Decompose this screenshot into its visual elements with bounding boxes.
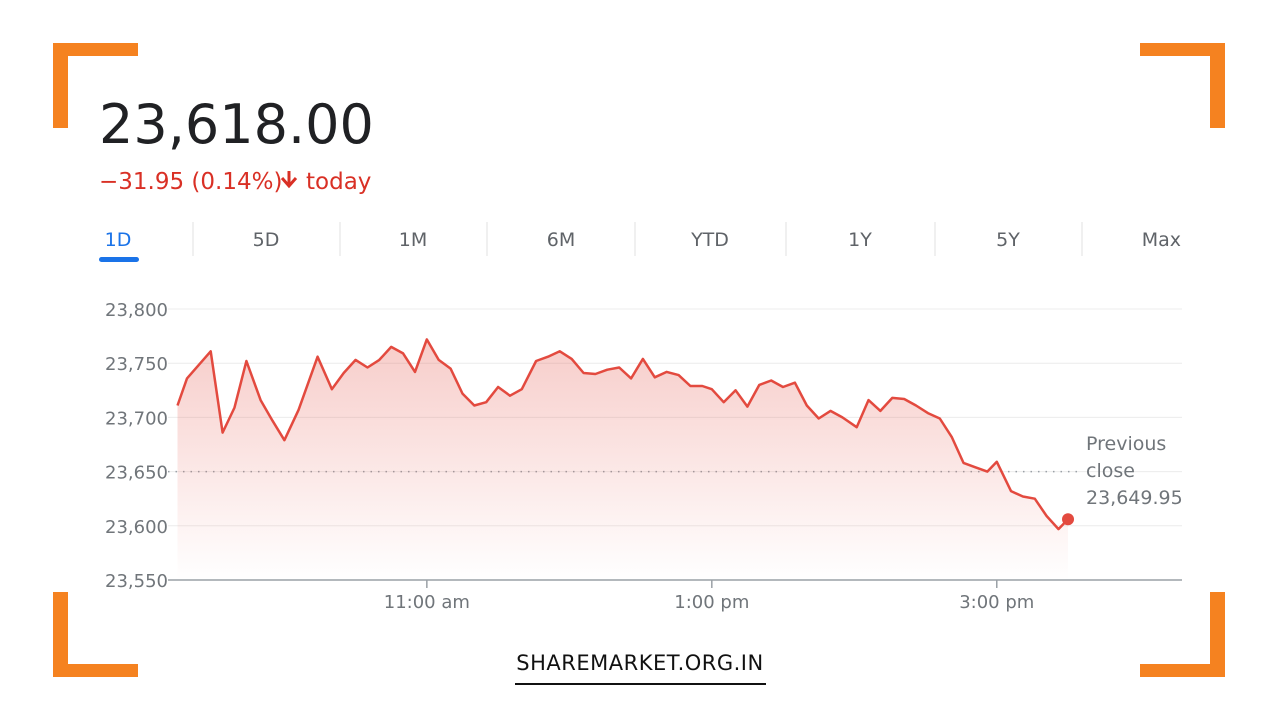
price: 23,618.00 — [99, 93, 374, 156]
down-arrow — [280, 171, 298, 189]
y-tick-label: 23,700 — [105, 408, 168, 429]
last-point — [1062, 513, 1075, 526]
x-tick-label: 1:00 pm — [674, 592, 749, 613]
tab[interactable]: Max — [1142, 229, 1181, 251]
tab[interactable]: 5D — [253, 229, 280, 251]
previous-close-value: 23,649.95 — [1086, 487, 1183, 509]
y-tick-label: 23,800 — [105, 300, 168, 321]
y-tick-label: 23,750 — [105, 354, 168, 375]
price-line — [176, 338, 1069, 531]
tab-indicator — [99, 257, 139, 262]
area-fill — [177, 339, 1069, 580]
change: −31.95 (0.14%) — [99, 169, 282, 195]
tab-bar: 1D 5D 1M 6M YTD 1Y 5Y Max — [99, 222, 1181, 262]
frame-corners — [53, 43, 1225, 677]
tab[interactable]: 1D — [105, 229, 132, 251]
change-period: today — [306, 169, 371, 195]
tab[interactable]: YTD — [690, 229, 729, 251]
tab[interactable]: 1Y — [848, 229, 872, 251]
y-tick-label: 23,550 — [105, 571, 168, 592]
tab[interactable]: 5Y — [996, 229, 1020, 251]
previous-close-label: Previous close — [1086, 433, 1167, 482]
x-tick-label: 3:00 pm — [959, 592, 1034, 613]
plot: 23,550 23,600 23,650 23,700 23,750 23,800 11:0… — [105, 300, 1182, 613]
y-tick-label: 23,650 — [105, 463, 168, 484]
tab[interactable]: 1M — [399, 229, 427, 251]
tab[interactable]: 6M — [547, 229, 575, 251]
y-tick-label: 23,600 — [105, 517, 168, 538]
x-tick-label: 11:00 am — [384, 592, 470, 613]
footer: SHAREMARKET.ORG.IN — [516, 651, 763, 675]
